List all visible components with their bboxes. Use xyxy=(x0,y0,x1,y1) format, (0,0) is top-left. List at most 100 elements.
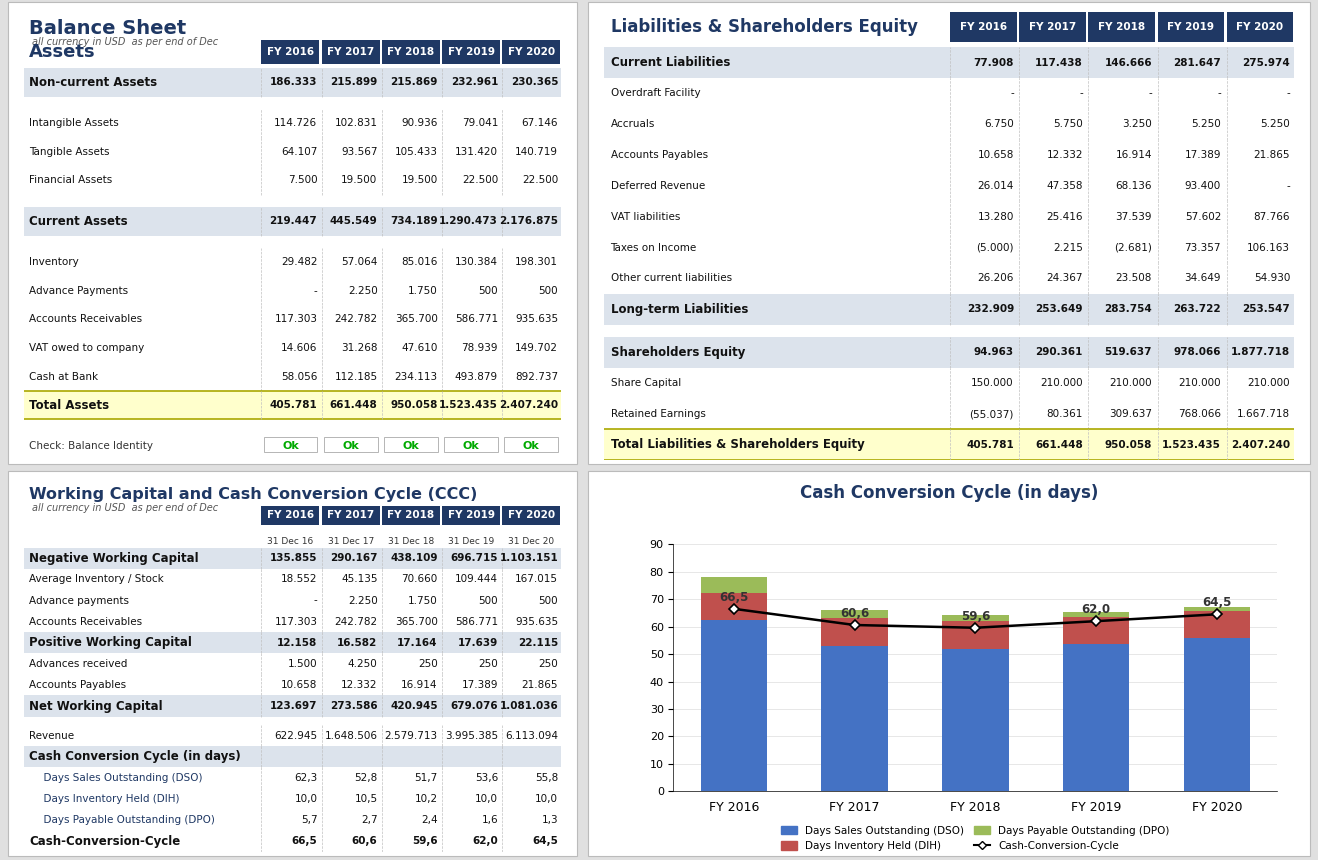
Text: 219.447: 219.447 xyxy=(270,217,318,226)
Text: FY 2020: FY 2020 xyxy=(507,511,555,520)
Text: 57.064: 57.064 xyxy=(341,257,377,267)
Text: 59,6: 59,6 xyxy=(413,836,438,846)
Text: 230.365: 230.365 xyxy=(511,77,559,88)
Text: 47.358: 47.358 xyxy=(1046,181,1083,191)
Text: 242.782: 242.782 xyxy=(335,617,377,627)
Text: 22.500: 22.500 xyxy=(522,175,559,186)
Text: 93.567: 93.567 xyxy=(341,147,377,157)
Text: 232.961: 232.961 xyxy=(451,77,498,88)
Text: 309.637: 309.637 xyxy=(1108,409,1152,419)
Text: Deferred Revenue: Deferred Revenue xyxy=(610,181,705,191)
Text: 10,0: 10,0 xyxy=(294,794,318,804)
Text: 5.750: 5.750 xyxy=(1053,120,1083,129)
FancyBboxPatch shape xyxy=(322,506,380,525)
Bar xyxy=(942,649,1008,791)
FancyBboxPatch shape xyxy=(322,40,380,64)
Text: 21.865: 21.865 xyxy=(1253,150,1290,160)
Text: 62,0: 62,0 xyxy=(1082,603,1111,617)
Text: 2.250: 2.250 xyxy=(348,286,377,296)
Text: 10,5: 10,5 xyxy=(355,794,377,804)
Text: Ok: Ok xyxy=(282,441,299,451)
Text: Intangible Assets: Intangible Assets xyxy=(29,119,119,128)
Text: -: - xyxy=(314,286,318,296)
Text: Cash Conversion Cycle (in days): Cash Conversion Cycle (in days) xyxy=(800,484,1098,502)
Text: 25.416: 25.416 xyxy=(1046,212,1083,222)
Text: (55.037): (55.037) xyxy=(970,409,1014,419)
Text: 66,5: 66,5 xyxy=(291,836,318,846)
Text: 90.936: 90.936 xyxy=(402,119,438,128)
Text: 1.750: 1.750 xyxy=(409,595,438,605)
Text: Advances received: Advances received xyxy=(29,659,128,669)
Text: 263.722: 263.722 xyxy=(1173,304,1220,314)
Text: 102.831: 102.831 xyxy=(335,119,377,128)
Text: 978.066: 978.066 xyxy=(1173,347,1220,358)
Text: Check: Balance Identity: Check: Balance Identity xyxy=(29,441,153,451)
Text: 405.781: 405.781 xyxy=(966,439,1014,450)
Text: Accounts Payables: Accounts Payables xyxy=(29,680,127,690)
Text: Current Liabilities: Current Liabilities xyxy=(610,56,730,69)
Text: 234.113: 234.113 xyxy=(394,372,438,382)
FancyBboxPatch shape xyxy=(261,40,319,64)
Text: Other current liabilities: Other current liabilities xyxy=(610,273,731,284)
Text: 2.215: 2.215 xyxy=(1053,243,1083,253)
Text: FY 2020: FY 2020 xyxy=(507,47,555,57)
Text: 79.041: 79.041 xyxy=(461,119,498,128)
Text: 5,7: 5,7 xyxy=(301,815,318,825)
Bar xyxy=(942,615,1008,622)
FancyBboxPatch shape xyxy=(382,506,440,525)
Text: 87.766: 87.766 xyxy=(1253,212,1290,222)
Text: 405.781: 405.781 xyxy=(270,400,318,410)
Text: 109.444: 109.444 xyxy=(455,574,498,585)
Text: 2.176.875: 2.176.875 xyxy=(500,217,559,226)
FancyBboxPatch shape xyxy=(24,390,561,420)
Text: 78.939: 78.939 xyxy=(461,343,498,353)
Text: 2,7: 2,7 xyxy=(361,815,377,825)
Text: 29.482: 29.482 xyxy=(281,257,318,267)
Text: 47.610: 47.610 xyxy=(402,343,438,353)
Text: 1.523.435: 1.523.435 xyxy=(439,400,498,410)
Text: 67.146: 67.146 xyxy=(522,119,559,128)
Text: 149.702: 149.702 xyxy=(515,343,559,353)
Bar xyxy=(1184,607,1249,611)
Text: 250: 250 xyxy=(539,659,559,669)
Bar xyxy=(942,622,1008,649)
Text: 114.726: 114.726 xyxy=(274,119,318,128)
Text: Cash-Conversion-Cycle: Cash-Conversion-Cycle xyxy=(29,834,181,847)
FancyBboxPatch shape xyxy=(502,506,560,525)
Text: 19.500: 19.500 xyxy=(341,175,377,186)
Text: 1.523.435: 1.523.435 xyxy=(1162,439,1220,450)
Text: 1,6: 1,6 xyxy=(481,815,498,825)
FancyBboxPatch shape xyxy=(24,632,561,654)
Text: 210.000: 210.000 xyxy=(1248,378,1290,388)
Text: Balance Sheet: Balance Sheet xyxy=(29,19,186,38)
Text: 5.250: 5.250 xyxy=(1260,120,1290,129)
Text: 135.855: 135.855 xyxy=(270,553,318,563)
Text: 31.268: 31.268 xyxy=(341,343,377,353)
Text: Assets: Assets xyxy=(29,43,96,61)
Text: 21.865: 21.865 xyxy=(522,680,559,690)
Text: Accounts Payables: Accounts Payables xyxy=(610,150,708,160)
Text: Working Capital and Cash Conversion Cycle (CCC): Working Capital and Cash Conversion Cycl… xyxy=(29,487,477,502)
Text: 1.290.473: 1.290.473 xyxy=(439,217,498,226)
Text: FY 2016: FY 2016 xyxy=(960,22,1007,32)
Text: 10,0: 10,0 xyxy=(535,794,559,804)
Text: 420.945: 420.945 xyxy=(390,701,438,711)
Bar xyxy=(701,620,767,791)
Text: 281.647: 281.647 xyxy=(1173,58,1220,68)
Text: 500: 500 xyxy=(478,595,498,605)
Text: 519.637: 519.637 xyxy=(1104,347,1152,358)
Text: 734.189: 734.189 xyxy=(390,217,438,226)
Text: 10,2: 10,2 xyxy=(415,794,438,804)
Text: (2.681): (2.681) xyxy=(1114,243,1152,253)
Text: 70.660: 70.660 xyxy=(402,574,438,585)
FancyBboxPatch shape xyxy=(24,68,561,96)
Text: 290.167: 290.167 xyxy=(330,553,377,563)
Text: FY 2019: FY 2019 xyxy=(448,511,494,520)
FancyBboxPatch shape xyxy=(502,40,560,64)
Text: 131.420: 131.420 xyxy=(455,147,498,157)
Text: 64.107: 64.107 xyxy=(281,147,318,157)
Text: 2,4: 2,4 xyxy=(422,815,438,825)
Text: 3.250: 3.250 xyxy=(1122,120,1152,129)
Text: 4.250: 4.250 xyxy=(348,659,377,669)
FancyBboxPatch shape xyxy=(442,506,500,525)
